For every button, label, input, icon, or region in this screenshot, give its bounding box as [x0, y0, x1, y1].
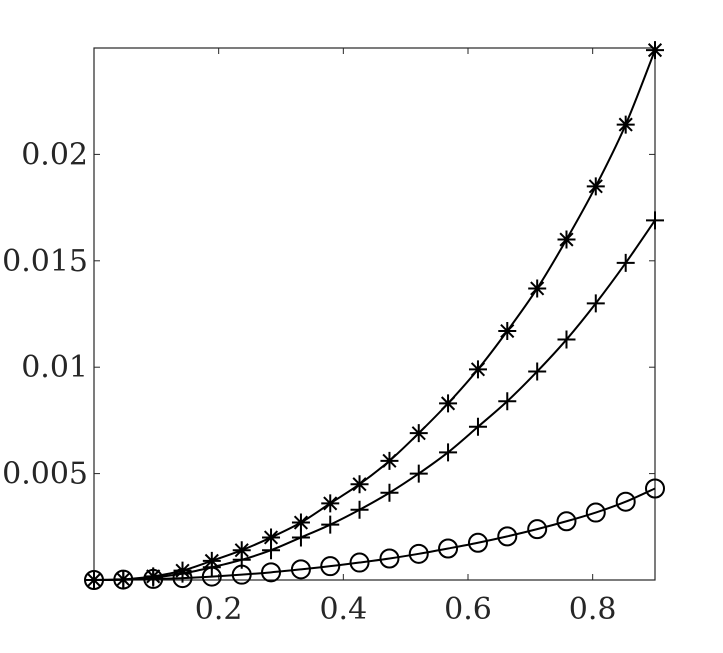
- circle-marker: [645, 478, 665, 499]
- plus-marker: [557, 330, 576, 349]
- asterisk-marker: [291, 513, 310, 532]
- plus-marker: [468, 417, 487, 436]
- plus-marker: [439, 443, 458, 462]
- plus-marker: [321, 515, 340, 534]
- x-tick-label: 0.2: [195, 592, 243, 627]
- asterisk-marker: [409, 424, 428, 443]
- plot-frame: [93, 47, 656, 581]
- series-circle: [84, 478, 665, 590]
- plus-marker: [646, 211, 664, 230]
- y-tick-label: 0.01: [21, 350, 88, 385]
- plus-marker: [291, 528, 310, 547]
- y-axis-ticks: 0.005 0.01 0.015 0.02: [2, 137, 655, 492]
- asterisk-marker: [646, 41, 664, 60]
- circle-marker: [172, 568, 193, 589]
- circle-marker: [527, 519, 548, 540]
- asterisk-marker: [439, 394, 458, 413]
- circle-marker: [438, 538, 459, 559]
- x-tick-label: 0.8: [569, 592, 617, 627]
- circle-marker: [467, 532, 488, 553]
- plus-marker: [144, 568, 163, 587]
- circle-marker: [261, 562, 282, 583]
- circle-marker: [408, 543, 429, 564]
- y-tick-label: 0.015: [2, 244, 88, 279]
- asterisk-marker: [528, 279, 547, 298]
- circle-marker: [113, 569, 134, 590]
- series-plus: [85, 211, 664, 589]
- plus-marker: [350, 500, 369, 519]
- plus-marker: [586, 294, 605, 313]
- circle-marker: [556, 511, 577, 532]
- asterisk-marker: [557, 230, 576, 249]
- y-tick-label: 0.005: [2, 457, 88, 492]
- asterisk-marker: [321, 494, 340, 513]
- axes-box: [93, 47, 656, 581]
- asterisk-marker: [262, 528, 281, 547]
- circle-marker: [497, 526, 518, 547]
- plus-marker: [409, 464, 428, 483]
- circle-marker: [349, 552, 370, 573]
- y-tick-label: 0.02: [21, 137, 88, 172]
- circle-marker: [290, 559, 311, 580]
- x-axis-ticks: 0.2 0.4 0.6 0.8: [195, 48, 617, 627]
- series-layer: [84, 41, 665, 590]
- series-asterisk: [85, 41, 664, 589]
- x-tick-label: 0.4: [319, 592, 367, 627]
- circle-marker: [201, 566, 222, 587]
- asterisk-marker: [586, 177, 605, 196]
- circle-marker: [143, 568, 164, 589]
- asterisk-marker: [616, 115, 635, 134]
- circle-marker: [379, 548, 400, 569]
- circle-marker: [585, 502, 606, 523]
- series-line-plus: [93, 219, 656, 581]
- plus-marker: [616, 253, 635, 272]
- x-tick-label: 0.6: [444, 592, 492, 627]
- plus-marker: [262, 541, 281, 560]
- plus-marker: [528, 362, 547, 381]
- asterisk-marker: [498, 322, 517, 341]
- asterisk-marker: [468, 360, 487, 379]
- asterisk-marker: [380, 451, 399, 470]
- series-line-circle: [93, 487, 656, 581]
- circle-marker: [84, 570, 104, 590]
- plus-marker: [498, 392, 517, 411]
- circle-marker: [615, 491, 636, 512]
- circle-marker: [320, 556, 341, 577]
- plus-marker: [380, 483, 399, 502]
- asterisk-marker: [232, 541, 251, 560]
- plus-marker: [173, 564, 192, 583]
- circle-marker: [231, 564, 252, 585]
- asterisk-marker: [350, 475, 369, 494]
